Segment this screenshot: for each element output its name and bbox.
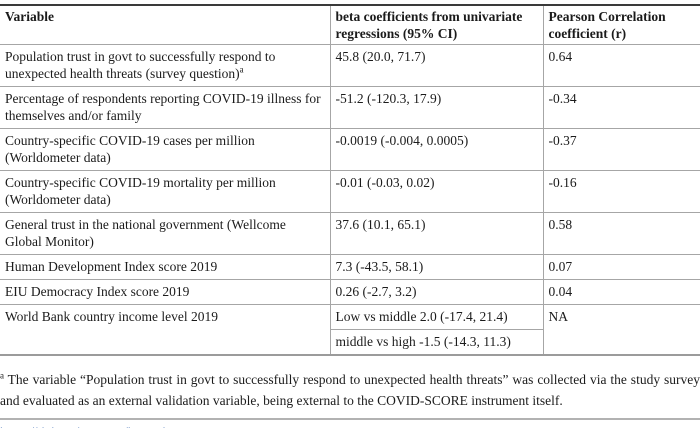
header-row: Variable beta coefficients from univaria…: [0, 5, 700, 45]
cell-variable: World Bank country income level 2019: [0, 304, 331, 356]
cell-pearson: -0.34: [543, 86, 700, 129]
cell-beta: -0.01 (-0.03, 0.02): [330, 170, 544, 213]
cell-pearson: 0.64: [543, 44, 700, 87]
cell-pearson: -0.16: [543, 170, 700, 213]
cell-variable: Percentage of respondents reporting COVI…: [0, 86, 331, 129]
cell-beta: 0.26 (-2.7, 3.2): [330, 279, 544, 305]
cell-variable: General trust in the national government…: [0, 212, 331, 255]
cell-pearson: -0.37: [543, 128, 700, 171]
table-row: Human Development Index score 2019 7.3 (…: [0, 254, 700, 280]
table-row: Population trust in govt to successfully…: [0, 44, 700, 87]
column-header-beta: beta coefficients from univariate regres…: [330, 5, 544, 45]
cell-beta: 37.6 (10.1, 65.1): [330, 212, 544, 255]
footnote-superscript: a: [0, 370, 4, 381]
cell-beta: 45.8 (20.0, 71.7): [330, 44, 544, 87]
cell-pearson: 0.04: [543, 279, 700, 305]
footnote-marker: a: [239, 64, 244, 75]
cell-beta: -51.2 (-120.3, 17.9): [330, 86, 544, 129]
cell-variable: Country-specific COVID-19 mortality per …: [0, 170, 331, 213]
cell-beta: -0.0019 (-0.004, 0.0005): [330, 128, 544, 171]
table-row: Percentage of respondents reporting COVI…: [0, 86, 700, 129]
table-row: Country-specific COVID-19 mortality per …: [0, 170, 700, 213]
doi-link[interactable]: https://doi.org/10.1371/journal.pone.024…: [0, 426, 276, 428]
results-table: Variable beta coefficients from univaria…: [0, 4, 700, 356]
table-row: World Bank country income level 2019 Low…: [0, 304, 700, 356]
table-row: Country-specific COVID-19 cases per mill…: [0, 128, 700, 171]
table-subrow: middle vs high -1.5 (-14.3, 11.3): [0, 329, 700, 355]
cell-pearson: 0.58: [543, 212, 700, 255]
cell-variable: Human Development Index score 2019: [0, 254, 331, 280]
divider-rule: [0, 418, 700, 420]
column-header-pearson: Pearson Correlation coefficient (r): [543, 5, 700, 45]
cell-beta-sub1: Low vs middle 2.0 (-17.4, 21.4): [330, 304, 544, 330]
cell-pearson: 0.07: [543, 254, 700, 280]
table-footnote: a The variable “Population trust in govt…: [0, 369, 700, 411]
footnote-text: The variable “Population trust in govt t…: [0, 372, 700, 408]
cell-variable: Population trust in govt to successfully…: [0, 44, 331, 87]
table-row: General trust in the national government…: [0, 212, 700, 255]
cell-pearson: NA: [543, 304, 700, 356]
cell-variable: EIU Democracy Index score 2019: [0, 279, 331, 305]
table-row: EIU Democracy Index score 2019 0.26 (-2.…: [0, 279, 700, 305]
variable-text: Population trust in govt to successfully…: [5, 49, 276, 81]
cell-variable: Country-specific COVID-19 cases per mill…: [0, 128, 331, 171]
column-header-variable: Variable: [0, 5, 331, 45]
cell-beta: 7.3 (-43.5, 58.1): [330, 254, 544, 280]
cell-beta-sub2: middle vs high -1.5 (-14.3, 11.3): [330, 329, 544, 355]
